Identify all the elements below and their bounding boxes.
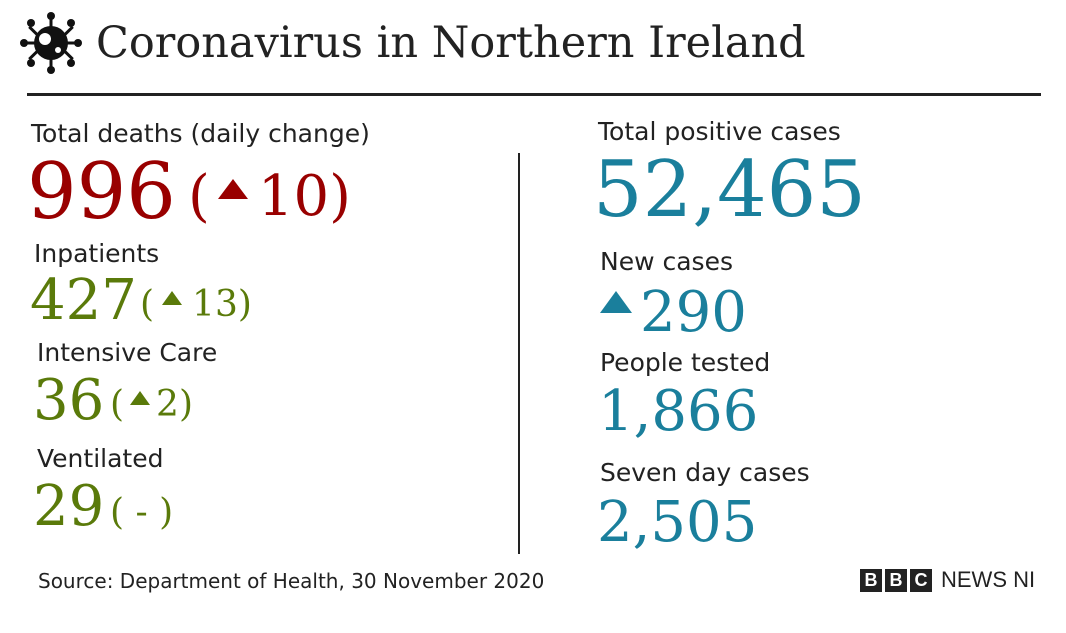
bbc-logo-letter: B bbox=[885, 568, 907, 592]
column-divider bbox=[518, 153, 520, 554]
total-cases-value: 52,465 bbox=[593, 145, 866, 235]
up-arrow-icon bbox=[130, 391, 151, 405]
inpatients-change: (13) bbox=[140, 282, 252, 328]
header-divider bbox=[27, 93, 1041, 96]
deaths-change-value: 10 bbox=[257, 164, 330, 229]
deaths-label: Total deaths (daily change) bbox=[31, 119, 370, 148]
bbc-logo-letter: C bbox=[910, 568, 932, 592]
intensive-care-value: 36 bbox=[33, 368, 105, 433]
new-cases-label: New cases bbox=[600, 247, 733, 276]
virus-icon bbox=[20, 12, 82, 74]
new-cases-value: 290 bbox=[640, 280, 747, 345]
deaths-change-close: ) bbox=[329, 164, 351, 229]
people-tested-value: 1,866 bbox=[598, 379, 759, 444]
bbc-news-ni-logo: B B C NEWS NI bbox=[860, 568, 1035, 592]
inpatients-label: Inpatients bbox=[34, 239, 160, 268]
bbc-logo-text: NEWS NI bbox=[941, 567, 1036, 592]
ventilated-value: 29 bbox=[33, 474, 105, 539]
people-tested-label: People tested bbox=[600, 348, 771, 377]
bbc-logo-letter: B bbox=[860, 568, 882, 592]
inpatients-value: 427 bbox=[30, 268, 137, 333]
inpatients-change-open: ( bbox=[140, 284, 155, 325]
total-cases-label: Total positive cases bbox=[598, 117, 841, 146]
icu-change-value: 2 bbox=[156, 384, 179, 425]
deaths-change-open: ( bbox=[188, 164, 210, 229]
page-title: Coronavirus in Northern Ireland bbox=[96, 18, 806, 68]
up-arrow-icon bbox=[217, 179, 248, 199]
intensive-care-label: Intensive Care bbox=[37, 338, 218, 367]
inpatients-change-close: ) bbox=[237, 284, 252, 325]
deaths-value: 996 bbox=[27, 147, 176, 237]
up-arrow-icon bbox=[162, 291, 183, 305]
deaths-change: (10) bbox=[188, 162, 351, 232]
ventilated-change: ( - ) bbox=[110, 492, 174, 533]
icu-change-open: ( bbox=[110, 384, 125, 425]
up-arrow-icon bbox=[600, 291, 632, 313]
new-cases-change: 290 bbox=[600, 280, 747, 346]
source-note: Source: Department of Health, 30 Novembe… bbox=[38, 569, 545, 593]
inpatients-change-value: 13 bbox=[192, 284, 238, 325]
intensive-care-change: (2) bbox=[110, 382, 193, 428]
icu-change-close: ) bbox=[178, 384, 193, 425]
seven-day-cases-label: Seven day cases bbox=[600, 458, 810, 487]
ventilated-label: Ventilated bbox=[37, 444, 164, 473]
seven-day-cases-value: 2,505 bbox=[597, 490, 758, 555]
